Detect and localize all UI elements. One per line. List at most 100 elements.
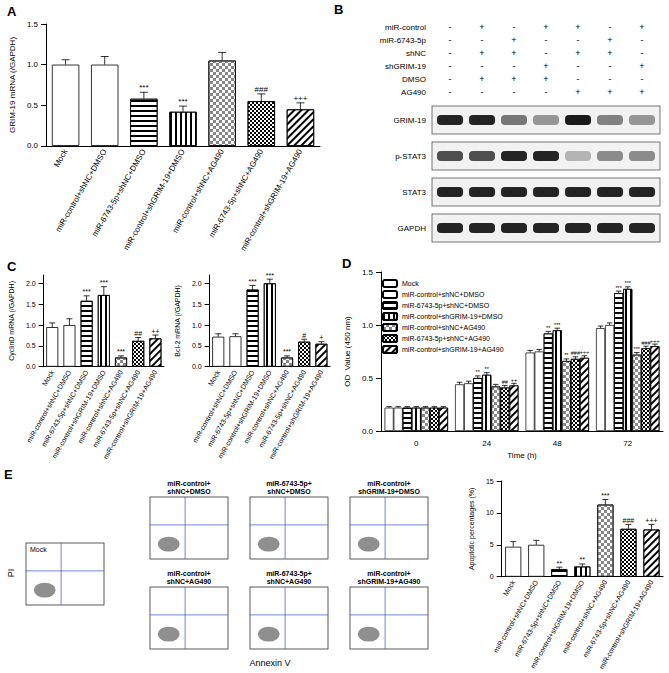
svg-text:10: 10 bbox=[486, 509, 494, 516]
svg-text:miR-control+: miR-control+ bbox=[367, 480, 410, 487]
svg-text:1.0: 1.0 bbox=[192, 322, 202, 329]
svg-text:+: + bbox=[575, 87, 580, 97]
svg-text:0.5: 0.5 bbox=[362, 374, 374, 383]
svg-text:E: E bbox=[4, 467, 13, 482]
svg-text:-: - bbox=[545, 35, 548, 45]
svg-text:Annexin V: Annexin V bbox=[249, 658, 290, 668]
svg-text:Mock: Mock bbox=[41, 369, 56, 387]
svg-text:AG490: AG490 bbox=[401, 88, 426, 97]
svg-text:CyclinD mRNA (/GAPDH): CyclinD mRNA (/GAPDH) bbox=[8, 281, 16, 361]
svg-text:***: *** bbox=[615, 285, 622, 291]
svg-text:***: *** bbox=[625, 280, 632, 286]
svg-text:1.5: 1.5 bbox=[26, 301, 36, 308]
svg-text:1.5: 1.5 bbox=[27, 20, 39, 29]
svg-text:miR-control+shGRIM-19+DMSO: miR-control+shGRIM-19+DMSO bbox=[122, 148, 187, 252]
svg-text:-: - bbox=[513, 22, 516, 32]
svg-text:Bcl-2 mRNA (/GAPDH): Bcl-2 mRNA (/GAPDH) bbox=[174, 285, 182, 357]
svg-text:-: - bbox=[545, 48, 548, 58]
svg-text:miR-control+: miR-control+ bbox=[367, 570, 410, 577]
svg-text:***: *** bbox=[117, 348, 125, 355]
svg-text:**: ** bbox=[580, 556, 586, 563]
svg-text:-: - bbox=[449, 22, 452, 32]
svg-text:***: *** bbox=[139, 83, 148, 92]
svg-text:STAT3: STAT3 bbox=[402, 188, 426, 197]
svg-text:Time (h): Time (h) bbox=[507, 451, 537, 460]
svg-text:GAPDH: GAPDH bbox=[398, 224, 427, 233]
svg-text:0.0: 0.0 bbox=[26, 363, 36, 370]
svg-text:+++: +++ bbox=[580, 349, 590, 355]
svg-text:###: ### bbox=[623, 517, 635, 524]
svg-text:-: - bbox=[513, 87, 516, 97]
svg-text:15: 15 bbox=[486, 478, 494, 485]
svg-text:miR-control+shNC+AG490: miR-control+shNC+AG490 bbox=[402, 324, 485, 331]
svg-text:p-STAT3: p-STAT3 bbox=[395, 152, 426, 161]
svg-text:miR-control+shNC+AG490: miR-control+shNC+AG490 bbox=[561, 579, 609, 655]
svg-text:miR-control+shGRIM-19+AG490: miR-control+shGRIM-19+AG490 bbox=[239, 147, 305, 252]
svg-text:0: 0 bbox=[414, 439, 419, 448]
svg-text:miR-6743-5p+: miR-6743-5p+ bbox=[266, 480, 312, 488]
svg-text:+: + bbox=[639, 61, 644, 71]
svg-text:1.5: 1.5 bbox=[362, 268, 374, 277]
svg-text:Mock: Mock bbox=[402, 280, 419, 287]
svg-text:***: *** bbox=[83, 288, 91, 295]
svg-text:shNC+AG490: shNC+AG490 bbox=[167, 578, 212, 585]
svg-text:+++: +++ bbox=[645, 517, 657, 524]
svg-text:miR-6743-5p: miR-6743-5p bbox=[380, 36, 427, 45]
svg-text:GRIM-19 mRNA (/GAPDH): GRIM-19 mRNA (/GAPDH) bbox=[8, 37, 17, 133]
svg-text:0.5: 0.5 bbox=[26, 342, 36, 349]
svg-text:+: + bbox=[479, 22, 484, 32]
svg-text:miR-control: miR-control bbox=[385, 23, 426, 32]
svg-text:shGRIM-19: shGRIM-19 bbox=[385, 62, 426, 71]
svg-text:+: + bbox=[639, 22, 644, 32]
svg-text:Apoptotic percentages (%): Apoptotic percentages (%) bbox=[468, 488, 476, 571]
svg-text:D: D bbox=[342, 256, 351, 271]
svg-text:***: *** bbox=[249, 278, 257, 285]
svg-text:0.0: 0.0 bbox=[192, 363, 202, 370]
svg-text:0: 0 bbox=[490, 573, 494, 580]
svg-text:1.0: 1.0 bbox=[362, 321, 374, 330]
svg-text:**: ** bbox=[485, 366, 490, 372]
svg-text:miR-6743-5p+: miR-6743-5p+ bbox=[266, 570, 312, 578]
svg-text:-: - bbox=[577, 74, 580, 84]
svg-text:+: + bbox=[319, 334, 323, 341]
svg-text:miR-6743-5p+shNC+AG490: miR-6743-5p+shNC+AG490 bbox=[402, 335, 490, 343]
svg-text:miR-control+shGRIM-19+AG490: miR-control+shGRIM-19+AG490 bbox=[268, 369, 325, 460]
svg-text:PI: PI bbox=[6, 569, 16, 578]
svg-text:C: C bbox=[7, 259, 17, 274]
svg-text:miR-control+shGRIM-19+AG490: miR-control+shGRIM-19+AG490 bbox=[402, 346, 504, 353]
svg-text:shNC+DMSO: shNC+DMSO bbox=[167, 488, 211, 495]
svg-text:**: ** bbox=[476, 369, 481, 375]
svg-text:A: A bbox=[7, 4, 17, 19]
svg-text:1.0: 1.0 bbox=[27, 60, 39, 69]
svg-text:-: - bbox=[449, 48, 452, 58]
svg-text:DMSO: DMSO bbox=[402, 75, 426, 84]
svg-text:+: + bbox=[479, 74, 484, 84]
svg-text:-: - bbox=[481, 35, 484, 45]
svg-text:###: ### bbox=[255, 85, 269, 94]
svg-text:5: 5 bbox=[490, 541, 494, 548]
svg-text:B: B bbox=[334, 2, 343, 17]
svg-text:**: ** bbox=[564, 352, 569, 358]
svg-text:2.0: 2.0 bbox=[26, 280, 36, 287]
svg-text:Mock: Mock bbox=[52, 148, 69, 169]
svg-text:0.0: 0.0 bbox=[362, 427, 374, 436]
svg-text:***: *** bbox=[554, 322, 561, 328]
svg-text:+: + bbox=[607, 35, 612, 45]
svg-text:+: + bbox=[511, 74, 516, 84]
svg-text:0.0: 0.0 bbox=[27, 141, 39, 150]
svg-text:**: ** bbox=[546, 325, 551, 331]
svg-text:1.5: 1.5 bbox=[192, 301, 202, 308]
svg-text:miR-control+shNC+DMSO: miR-control+shNC+DMSO bbox=[402, 291, 485, 298]
svg-text:+: + bbox=[575, 48, 580, 58]
svg-text:Mock: Mock bbox=[502, 579, 517, 597]
svg-text:miR-6743-5p+shNC+DMSO: miR-6743-5p+shNC+DMSO bbox=[402, 302, 490, 310]
svg-text:OD Value (450 nm): OD Value (450 nm) bbox=[343, 316, 352, 387]
svg-text:-: - bbox=[481, 61, 484, 71]
svg-text:shNC: shNC bbox=[406, 49, 426, 58]
svg-text:+++: +++ bbox=[293, 94, 307, 103]
svg-text:+: + bbox=[543, 22, 548, 32]
svg-text:miR-control+shNC+DMSO: miR-control+shNC+DMSO bbox=[492, 578, 539, 653]
svg-text:+++: +++ bbox=[650, 338, 660, 344]
svg-text:+: + bbox=[543, 74, 548, 84]
svg-text:24: 24 bbox=[482, 439, 491, 448]
